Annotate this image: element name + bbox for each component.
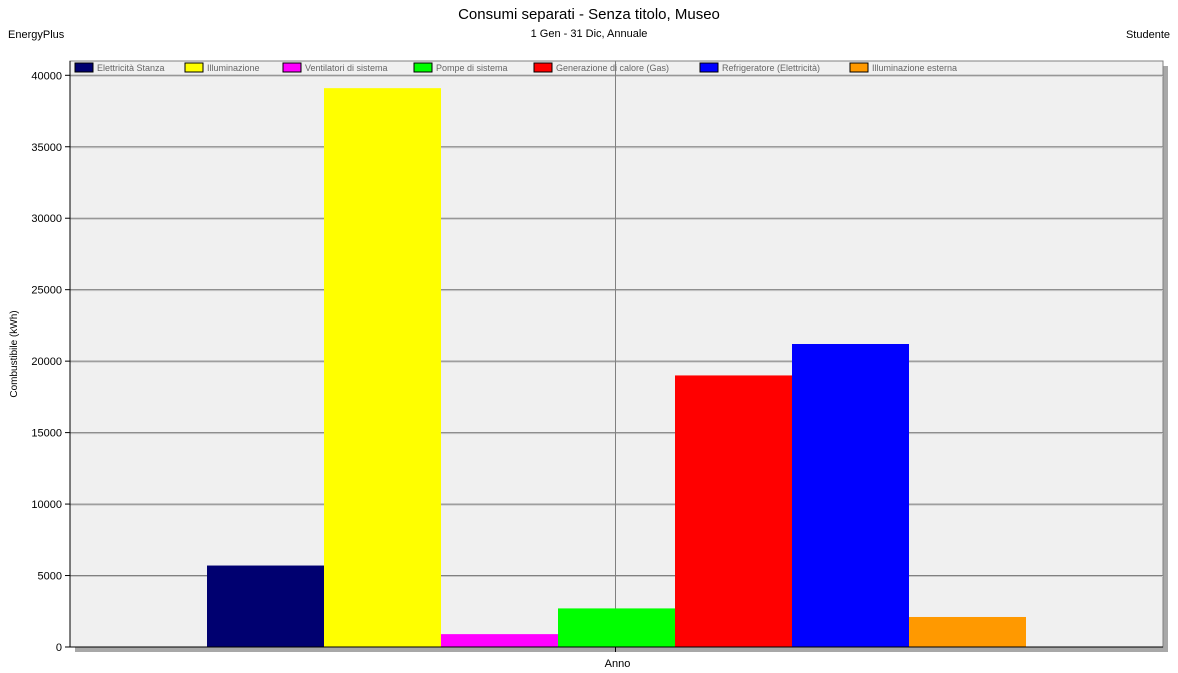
legend-label-3: Ventilatori di sistema (305, 63, 388, 73)
legend-swatch-1 (74, 62, 94, 73)
legend-swatch-3 (282, 62, 302, 73)
legend-swatch-2 (184, 62, 204, 73)
legend-label-7: Illuminazione esterna (872, 63, 957, 73)
y-tick-label: 15000 (31, 428, 62, 440)
legend-swatch-7 (849, 62, 869, 73)
plot-area (69, 60, 1164, 648)
bar-7 (909, 616, 1026, 647)
bar-5 (675, 375, 792, 647)
y-tick-label: 20000 (31, 356, 62, 368)
y-tick-label: 30000 (31, 213, 62, 225)
y-tick-label: 40000 (31, 70, 62, 82)
legend-swatch-5 (533, 62, 553, 73)
chart-title: Consumi separati - Senza titolo, Museo (458, 6, 720, 23)
x-tick-label: Anno (605, 658, 631, 670)
y-tick-label: 25000 (31, 285, 62, 297)
y-tick-label: 10000 (31, 499, 62, 511)
header-right-label: Studente (1125, 29, 1170, 41)
bar-6 (792, 343, 909, 647)
legend-label-4: Pompe di sistema (436, 63, 508, 73)
chart-subtitle: 1 Gen - 31 Dic, Annuale (530, 28, 648, 40)
header-left-label: EnergyPlus (8, 29, 65, 41)
y-axis-title: Combustibile (kWh) (9, 310, 20, 397)
bar-1 (207, 565, 324, 647)
legend-label-2: Illuminazione (207, 63, 260, 73)
legend-swatch-4 (413, 62, 433, 73)
y-tick-label: 5000 (38, 571, 62, 583)
y-tick-label: 0 (56, 642, 62, 654)
bar-3 (441, 634, 558, 647)
legend-swatch-6 (699, 62, 719, 73)
y-tick-label: 35000 (31, 142, 62, 154)
legend-label-5: Generazione di calore (Gas) (556, 63, 669, 73)
bar-4 (558, 608, 675, 647)
legend-label-6: Refrigeratore (Elettricità) (722, 63, 820, 73)
legend-label-1: Elettricità Stanza (97, 63, 165, 73)
bar-2 (324, 88, 441, 647)
